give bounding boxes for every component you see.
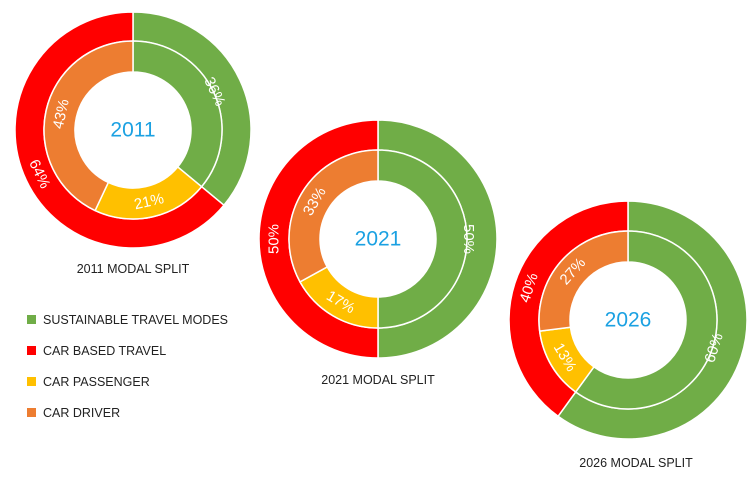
outer-label-car-based: 50% [266, 224, 283, 254]
chart-title: 2021 MODAL SPLIT [321, 373, 435, 387]
legend: SUSTAINABLE TRAVEL MODES CAR BASED TRAVEL… [27, 313, 228, 420]
chart-title: 2026 MODAL SPLIT [579, 456, 693, 470]
label-sustainable: 50% [460, 224, 477, 254]
inner-label-car-passenger: 21% [133, 190, 166, 213]
inner-slice-car-driver [43, 40, 134, 212]
legend-label: CAR DRIVER [43, 406, 120, 420]
center-year-label: 2021 [355, 228, 402, 251]
inner-slice-car-driver [288, 149, 379, 283]
legend-swatch [27, 315, 36, 324]
legend-label: SUSTAINABLE TRAVEL MODES [43, 313, 228, 327]
inner-slice-sustainable [574, 230, 718, 410]
inner-label-car-driver: 43% [50, 97, 73, 130]
legend-swatch [27, 346, 36, 355]
inner-slice-car-driver [538, 230, 629, 332]
legend-label: CAR BASED TRAVEL [43, 344, 166, 358]
inner-slice-sustainable [132, 40, 223, 188]
inner-slice-sustainable [377, 149, 468, 329]
legend-swatch [27, 408, 36, 417]
legend-label: CAR PASSENGER [43, 375, 150, 389]
center-year-label: 2026 [605, 309, 652, 332]
chart-title: 2011 MODAL SPLIT [77, 262, 190, 276]
legend-swatch [27, 377, 36, 386]
center-year-label: 2011 [110, 119, 155, 142]
